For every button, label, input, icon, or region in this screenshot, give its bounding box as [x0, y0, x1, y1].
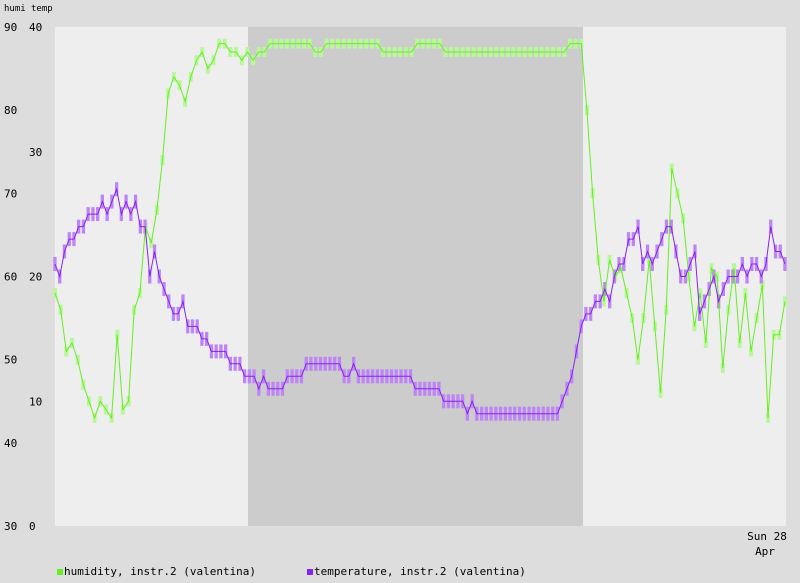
humidity-tick-label: 40 [4, 437, 17, 450]
humidity-tick-label: 70 [4, 187, 17, 200]
legend-item-temperature: temperature, instr.2 (valentina) [307, 565, 526, 578]
night-shading [248, 27, 583, 526]
temperature-range-bar [53, 257, 57, 271]
temperature-tick-label: 30 [29, 146, 42, 159]
humidity-tick-label: 90 [4, 21, 17, 34]
temperature-tick-label: 20 [29, 271, 42, 284]
x-tick-day: Sun 28 [747, 530, 787, 543]
temperature-tick-label: 10 [29, 395, 42, 408]
temperature-axis-header: temp [31, 4, 53, 14]
temperature-axis-ticks: 40 30 20 10 0 [29, 21, 42, 533]
humidity-legend-swatch [57, 568, 63, 575]
temperature-line [54, 187, 786, 416]
humidity-tick-label: 50 [4, 354, 17, 367]
humidity-line [54, 43, 786, 420]
humidity-legend-label: humidity, instr.2 (valentina) [64, 565, 257, 578]
x-tick-month: Apr [755, 545, 775, 558]
temperature-tick-label: 40 [29, 21, 42, 34]
humidity-tick-label: 60 [4, 271, 17, 284]
temperature-legend-label: temperature, instr.2 (valentina) [314, 565, 526, 578]
humidity-tick-label: 30 [4, 520, 17, 533]
humidity-axis-ticks: 90 80 70 60 50 40 30 [4, 21, 17, 533]
legend-item-humidity: humidity, instr.2 (valentina) [57, 565, 256, 578]
humidity-axis-header: humi [4, 4, 26, 14]
temperature-legend-swatch [307, 568, 313, 575]
humidity-tick-label: 80 [4, 104, 17, 117]
temperature-tick-label: 0 [29, 520, 36, 533]
